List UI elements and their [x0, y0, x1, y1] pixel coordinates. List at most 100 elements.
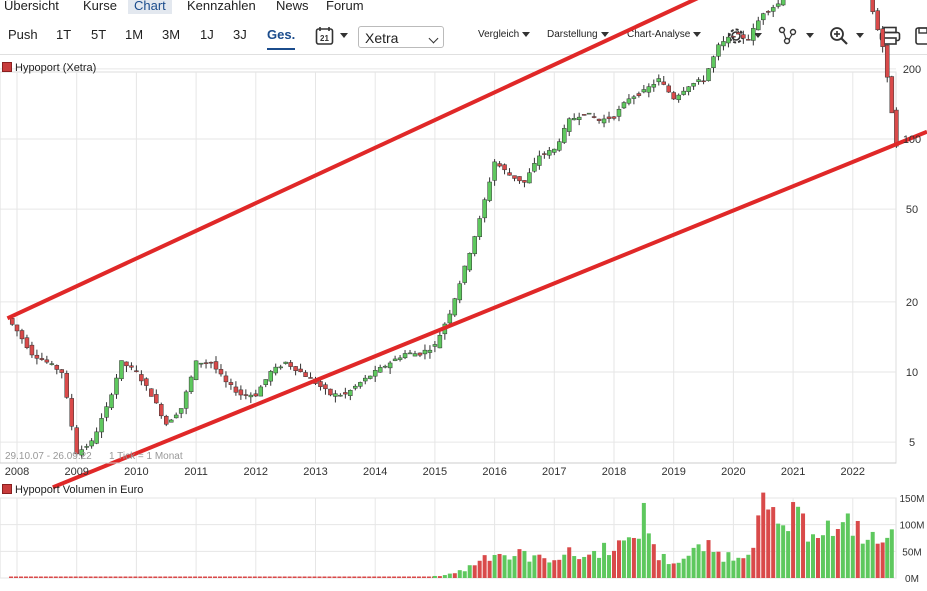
- range-3j[interactable]: 3J: [233, 27, 247, 42]
- candle: [14, 324, 20, 337]
- volume-bar: [123, 576, 128, 578]
- x-tick-label: 2013: [303, 466, 327, 478]
- volume-bar: [262, 576, 267, 578]
- range-gesamt[interactable]: Ges.: [267, 27, 296, 50]
- range-3m[interactable]: 3M: [162, 27, 181, 42]
- volume-bar: [487, 560, 492, 578]
- volume-bar: [840, 522, 845, 578]
- volume-bar: [557, 559, 562, 578]
- nav-chart[interactable]: Chart: [128, 0, 172, 14]
- volume-bar: [392, 576, 397, 578]
- candle: [104, 402, 109, 422]
- zoom-icon[interactable]: [829, 26, 849, 46]
- volume-bar: [706, 540, 711, 578]
- volume-bar: [527, 561, 532, 578]
- candle: [233, 381, 239, 396]
- candle: [437, 331, 443, 349]
- candle: [129, 362, 134, 371]
- save-icon[interactable]: [914, 26, 927, 46]
- nav-news[interactable]: News: [276, 0, 309, 13]
- menu-chart-analyse[interactable]: Chart-Analyse: [627, 29, 702, 40]
- volume-bar: [203, 576, 208, 578]
- range-1t[interactable]: 1T: [56, 27, 72, 42]
- nav-kurse[interactable]: Kurse: [83, 0, 117, 13]
- volume-bar: [342, 576, 347, 578]
- volume-bar: [781, 525, 786, 578]
- calendar-icon[interactable]: 21: [315, 26, 335, 46]
- candle: [467, 252, 472, 272]
- exchange-select-value: Xetra: [365, 30, 399, 46]
- y-tick-label: 100: [903, 134, 921, 146]
- candle: [631, 94, 637, 105]
- candle: [223, 371, 229, 388]
- drawing-caret-icon[interactable]: [806, 33, 814, 38]
- gear-caret-icon[interactable]: [754, 33, 762, 38]
- candle: [109, 392, 114, 411]
- volume-bar: [426, 576, 431, 578]
- volume-bar: [267, 576, 272, 578]
- volume-bar: [352, 576, 357, 578]
- volume-bar: [148, 576, 153, 578]
- candle: [159, 402, 164, 419]
- x-tick-label: 2020: [721, 466, 745, 478]
- candle: [353, 384, 358, 391]
- candle: [492, 159, 497, 186]
- range-5t[interactable]: 5T: [91, 27, 107, 42]
- chevron-down-icon: [522, 31, 531, 37]
- candle: [119, 360, 124, 381]
- volume-bar: [761, 492, 766, 578]
- interval-label: 1 Tick = 1 Monat: [109, 451, 183, 462]
- volume-bar: [103, 576, 108, 578]
- volume-bar: [232, 576, 237, 578]
- candle: [651, 79, 657, 92]
- volume-bar: [721, 561, 726, 578]
- menu-darstellung[interactable]: Darstellung: [547, 29, 609, 40]
- volume-bar: [577, 559, 582, 578]
- volume-bar: [242, 576, 247, 578]
- range-push[interactable]: Push: [8, 27, 38, 42]
- range-1m[interactable]: 1M: [125, 27, 144, 42]
- candle: [527, 168, 532, 184]
- candle: [751, 23, 756, 46]
- nav-forum[interactable]: Forum: [326, 0, 364, 13]
- candle: [681, 87, 686, 96]
- volume-bar: [297, 576, 302, 578]
- volume-bar: [691, 547, 696, 578]
- volume-bar: [726, 552, 731, 578]
- volume-bar: [572, 556, 577, 578]
- candle: [512, 175, 517, 182]
- calendar-caret-icon[interactable]: [340, 33, 348, 38]
- volume-bar: [397, 576, 402, 578]
- volume-bar: [277, 576, 282, 578]
- menu-darstellung-label: Darstellung: [547, 29, 598, 40]
- candle: [94, 427, 99, 445]
- candle: [39, 352, 45, 361]
- candle: [552, 148, 557, 156]
- volume-bar: [547, 562, 552, 578]
- price-legend: Hypoport (Xetra): [2, 62, 96, 74]
- menu-vergleich[interactable]: Vergleich: [478, 29, 531, 40]
- volume-bar: [602, 542, 607, 578]
- volume-legend: Hypoport Volumen in Euro: [2, 484, 143, 496]
- volume-bar: [741, 558, 746, 578]
- drawing-tools-icon[interactable]: [778, 26, 798, 46]
- candle: [482, 197, 487, 223]
- nav-uebersicht[interactable]: Übersicht: [4, 0, 59, 13]
- candle: [547, 146, 552, 159]
- exchange-select[interactable]: Xetra: [358, 26, 444, 48]
- volume-bar: [387, 576, 392, 578]
- candle: [387, 360, 393, 374]
- candle: [626, 94, 632, 106]
- volume-bar: [776, 523, 781, 578]
- zoom-caret-icon[interactable]: [856, 33, 864, 38]
- candle: [79, 445, 84, 460]
- candle: [298, 363, 303, 373]
- volume-bar: [676, 562, 681, 578]
- volume-bar: [272, 576, 277, 578]
- candle: [149, 388, 154, 397]
- volume-bar: [317, 576, 322, 578]
- nav-kennzahlen[interactable]: Kennzahlen: [187, 0, 256, 13]
- range-1j[interactable]: 1J: [200, 27, 214, 42]
- volume-bar: [587, 554, 592, 578]
